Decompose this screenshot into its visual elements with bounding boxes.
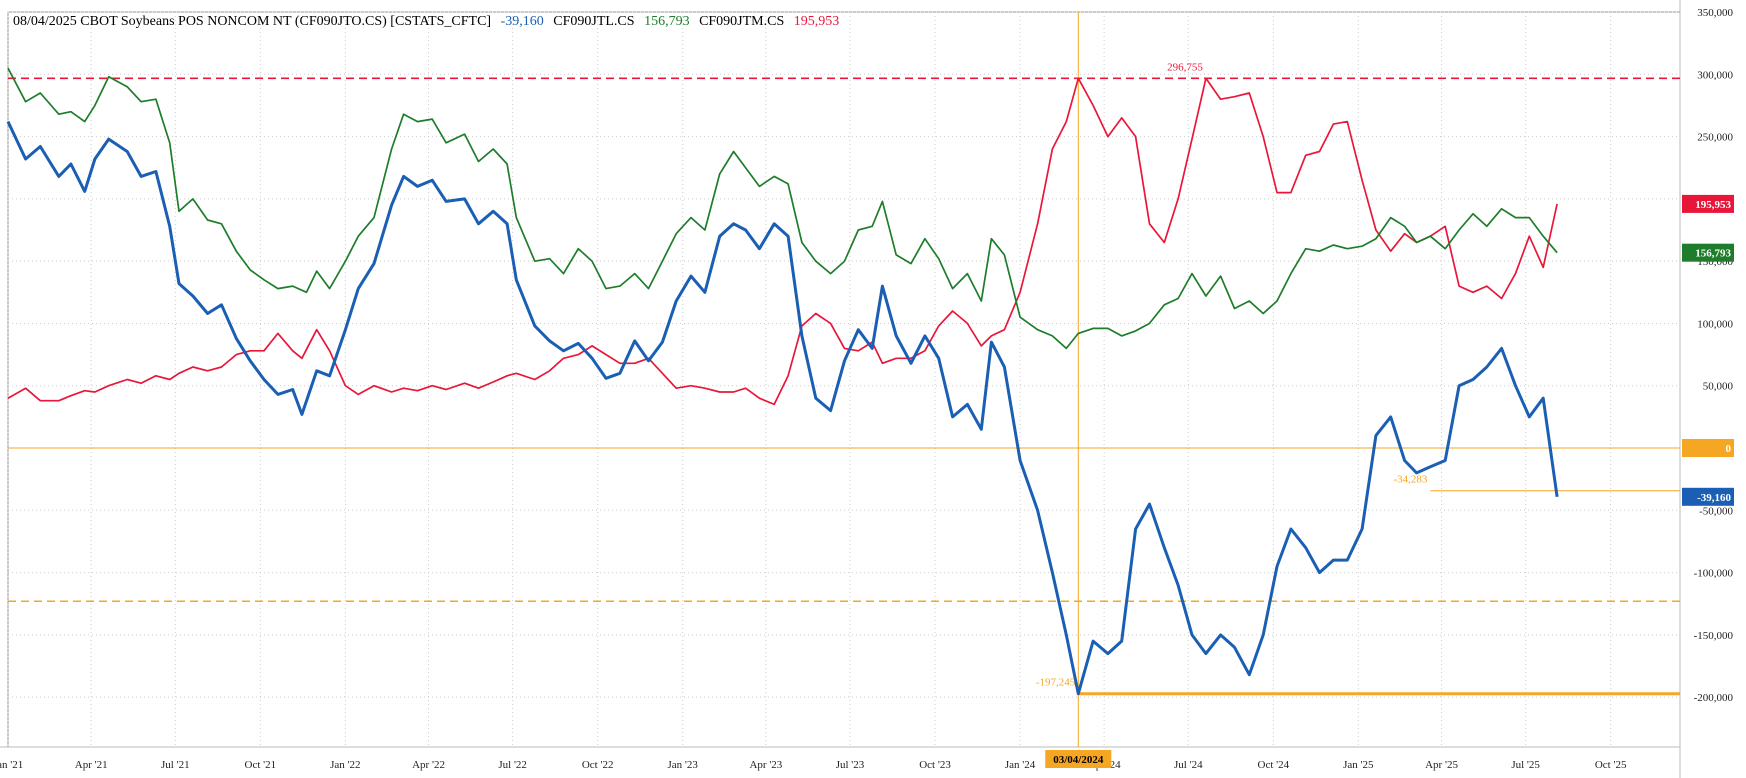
series-value-short: 195,953 xyxy=(793,14,840,29)
x-tick-label: Jul '25 xyxy=(1511,759,1540,771)
x-tick-label: Jul '23 xyxy=(836,759,865,771)
net-position-line xyxy=(6,120,1559,696)
x-tick-label: Apr '22 xyxy=(412,759,445,771)
x-tick-label: Jan '23 xyxy=(668,759,699,771)
y-tick-label: 250,000 xyxy=(1697,132,1733,144)
x-tick-label: Jan '21 xyxy=(0,759,23,771)
price-badge xyxy=(1682,194,1734,213)
x-tick-label: Jul '24 xyxy=(1174,759,1203,771)
plot-area xyxy=(7,11,1681,748)
price-badge-label: 0 xyxy=(1726,443,1732,455)
x-tick-label: Jul '21 xyxy=(161,759,190,771)
x-tick-label: Oct '23 xyxy=(919,759,951,771)
price-badge xyxy=(1682,243,1734,262)
x-tick-label: Oct '25 xyxy=(1595,759,1627,771)
price-badge-label: 195,953 xyxy=(1695,199,1731,211)
price-badge-label: 156,793 xyxy=(1695,248,1731,260)
x-tick-label: Apr '21 xyxy=(75,759,108,771)
x-tick-label: Oct '21 xyxy=(245,759,277,771)
y-tick-label: -50,000 xyxy=(1699,505,1733,517)
price-axis-panel xyxy=(1680,0,1746,778)
y-tick-label: 350,000 xyxy=(1697,7,1733,19)
x-tick-label: Oct '24 xyxy=(1258,759,1290,771)
crosshair-date-label: 03/04/2024 xyxy=(1053,754,1104,766)
y-tick-label: -150,000 xyxy=(1694,630,1734,642)
y-tick-label: -200,000 xyxy=(1694,692,1734,704)
chart-legend: 08/04/2025 CBOT Soybeans POS NONCOM NT (… xyxy=(13,14,845,30)
x-tick-label: Jan '25 xyxy=(1343,759,1374,771)
series-name-short: CF090JTM.CS xyxy=(699,14,785,29)
y-tick-label: 100,000 xyxy=(1697,318,1733,330)
short-position-line xyxy=(7,77,1558,406)
y-tick-label: 50,000 xyxy=(1703,381,1734,393)
crosshair-date-badge xyxy=(1045,750,1112,768)
x-tick-label: Jan '22 xyxy=(330,759,360,771)
y-tick-label: -100,000 xyxy=(1694,568,1734,580)
series-name-long: CF090JTL.CS xyxy=(553,14,635,29)
y-tick-label: 300,000 xyxy=(1697,69,1733,81)
annotation-label: -34,283 xyxy=(1394,474,1428,486)
x-tick-label: Apr '23 xyxy=(749,759,782,771)
x-tick-label: Oct '22 xyxy=(582,759,614,771)
series-value-long: 156,793 xyxy=(644,14,690,29)
annotation-label: 296,755 xyxy=(1167,61,1203,73)
annotation-label: -197,245 xyxy=(1036,677,1076,689)
x-tick-label: Jul '22 xyxy=(498,759,527,771)
long-position-line xyxy=(7,67,1558,350)
price-badge xyxy=(1682,439,1734,458)
price-badge-label: -39,160 xyxy=(1697,492,1731,504)
chart-title: 08/04/2025 CBOT Soybeans POS NONCOM NT (… xyxy=(13,14,492,29)
price-badge xyxy=(1682,487,1734,506)
series-value-net: -39,160 xyxy=(500,14,544,29)
x-tick-label: Apr '25 xyxy=(1425,759,1458,771)
x-tick-label: Jan '24 xyxy=(1005,759,1036,771)
